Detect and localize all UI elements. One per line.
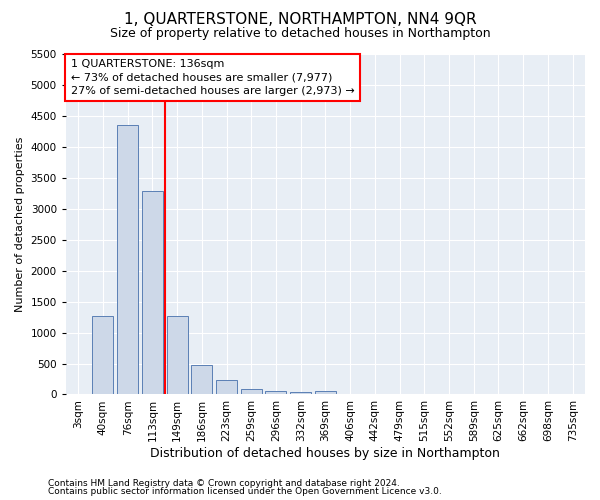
Text: Contains HM Land Registry data © Crown copyright and database right 2024.: Contains HM Land Registry data © Crown c… <box>48 478 400 488</box>
Bar <box>117 125 138 394</box>
Text: Contains public sector information licensed under the Open Government Licence v3: Contains public sector information licen… <box>48 487 442 496</box>
Bar <box>265 391 286 394</box>
Bar <box>290 392 311 394</box>
Bar <box>92 316 113 394</box>
Bar <box>241 389 262 394</box>
Bar <box>216 380 237 394</box>
Bar <box>142 192 163 394</box>
X-axis label: Distribution of detached houses by size in Northampton: Distribution of detached houses by size … <box>151 447 500 460</box>
Bar <box>191 364 212 394</box>
Y-axis label: Number of detached properties: Number of detached properties <box>15 136 25 312</box>
Text: 1, QUARTERSTONE, NORTHAMPTON, NN4 9QR: 1, QUARTERSTONE, NORTHAMPTON, NN4 9QR <box>124 12 476 28</box>
Text: Size of property relative to detached houses in Northampton: Size of property relative to detached ho… <box>110 28 490 40</box>
Bar <box>167 316 188 394</box>
Bar <box>315 391 336 394</box>
Text: 1 QUARTERSTONE: 136sqm
← 73% of detached houses are smaller (7,977)
27% of semi-: 1 QUARTERSTONE: 136sqm ← 73% of detached… <box>71 59 355 96</box>
